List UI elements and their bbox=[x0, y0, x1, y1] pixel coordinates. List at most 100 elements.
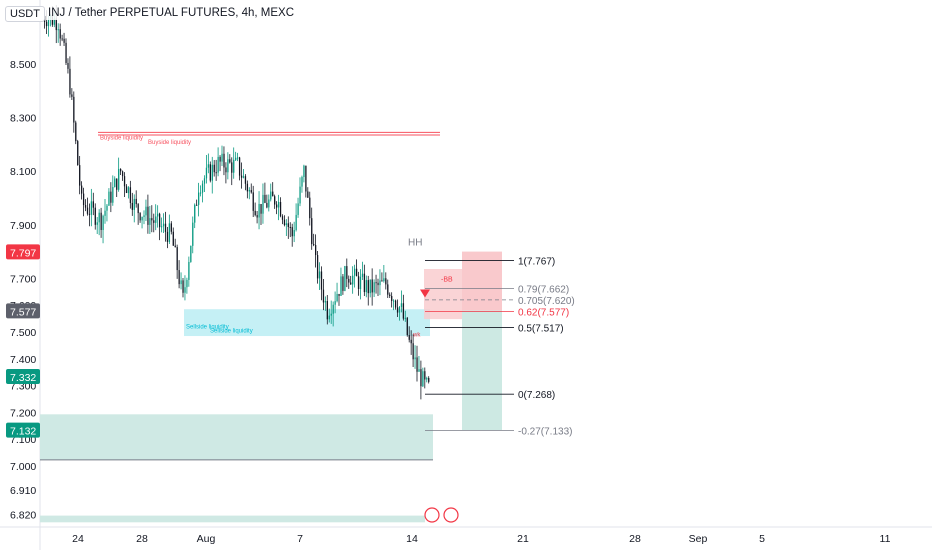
candle-body bbox=[172, 231, 174, 246]
candle-body bbox=[94, 207, 96, 225]
candle-body bbox=[318, 271, 321, 279]
candle-body bbox=[258, 203, 260, 218]
position-stop-zone bbox=[462, 251, 502, 311]
candle-body bbox=[114, 178, 116, 188]
candle-body bbox=[147, 206, 149, 225]
candle-body bbox=[166, 231, 169, 242]
candle-body bbox=[86, 207, 89, 214]
candle-body bbox=[207, 164, 210, 168]
candle-body bbox=[90, 201, 93, 215]
candle-body bbox=[305, 165, 307, 192]
candle-body bbox=[240, 175, 243, 178]
candle-body bbox=[159, 213, 161, 228]
candle-body bbox=[311, 218, 313, 245]
candle-body bbox=[125, 186, 128, 194]
candle-body bbox=[359, 276, 362, 290]
y-tick-label: 6.910 bbox=[10, 485, 36, 497]
candle-body bbox=[120, 168, 122, 172]
candle-body bbox=[149, 218, 151, 225]
candle-body bbox=[303, 165, 305, 178]
candle-body bbox=[84, 205, 87, 208]
bb-label: -BB bbox=[441, 276, 453, 283]
candle-body bbox=[355, 268, 358, 277]
candle-body bbox=[297, 203, 299, 215]
candle-body bbox=[383, 278, 385, 282]
candle-body bbox=[293, 230, 295, 237]
y-tick-label: 7.900 bbox=[10, 220, 36, 232]
fib-level-label: 1(7.767) bbox=[518, 256, 555, 267]
y-tick-label: 8.100 bbox=[10, 166, 36, 178]
candle-body bbox=[57, 29, 59, 31]
candle-body bbox=[205, 167, 208, 179]
event-flag-icon bbox=[424, 507, 440, 523]
price-badge bbox=[6, 303, 40, 319]
buyside-liquidity-label: Buyside liquidity bbox=[148, 140, 191, 146]
x-tick-label: 7 bbox=[297, 533, 303, 545]
candle-body bbox=[82, 193, 85, 206]
candle-body bbox=[135, 198, 137, 205]
candle-body bbox=[151, 218, 153, 221]
candle-body bbox=[336, 294, 338, 302]
candle-body bbox=[394, 300, 397, 308]
candle-body bbox=[238, 157, 241, 176]
candle-body bbox=[340, 276, 342, 296]
candle-body bbox=[133, 198, 135, 210]
candle-body bbox=[104, 210, 106, 216]
candle-body bbox=[77, 141, 79, 166]
candle-body bbox=[131, 203, 133, 210]
price-badge-label: 7.332 bbox=[10, 372, 36, 384]
candle-body bbox=[268, 199, 270, 208]
x-tick-label: 14 bbox=[406, 533, 418, 545]
candle-body bbox=[373, 282, 375, 293]
fib-level-label: -0.27(7.133) bbox=[518, 426, 572, 437]
price-badge-label: 7.797 bbox=[10, 247, 36, 259]
candle-body bbox=[96, 222, 98, 225]
candle-body bbox=[184, 287, 186, 293]
candle-body bbox=[313, 244, 315, 246]
candle-body bbox=[45, 21, 48, 27]
candle-body bbox=[338, 294, 340, 296]
candle-body bbox=[233, 159, 235, 173]
candle-body bbox=[254, 210, 256, 216]
candle-body bbox=[194, 204, 196, 223]
buyside-liquidity-label: Buyside liquidity bbox=[100, 135, 143, 141]
candle-body bbox=[377, 282, 379, 286]
bottom-zone bbox=[40, 515, 425, 523]
candle-body bbox=[73, 96, 75, 123]
candle-body bbox=[391, 295, 393, 301]
candle-body bbox=[342, 276, 344, 291]
candle-body bbox=[227, 159, 229, 173]
candle-body bbox=[299, 186, 301, 204]
fib-level-label: 0.62(7.577) bbox=[518, 307, 569, 318]
currency-label[interactable]: USDT bbox=[5, 6, 45, 22]
candle-body bbox=[316, 255, 319, 279]
candle-body bbox=[279, 201, 282, 217]
candle-body bbox=[118, 168, 120, 190]
candle-body bbox=[229, 159, 231, 163]
chart-title: INJ / Tether PERPETUAL FUTURES, 4h, MEXC bbox=[46, 6, 297, 20]
candle-body bbox=[65, 42, 67, 63]
candle-body bbox=[285, 223, 288, 226]
position-profit-zone bbox=[462, 310, 502, 431]
candle-body bbox=[398, 306, 401, 313]
candle-body bbox=[252, 192, 254, 211]
candle-body bbox=[272, 191, 274, 197]
candle-body bbox=[81, 185, 83, 194]
candles-group bbox=[42, 5, 430, 400]
fib-level-label: 0(7.268) bbox=[518, 390, 555, 401]
x-tick-label: 28 bbox=[136, 533, 148, 545]
price-badge-label: 7.132 bbox=[10, 426, 36, 438]
candle-body bbox=[217, 156, 219, 173]
candle-body bbox=[387, 284, 389, 295]
candle-body bbox=[137, 204, 139, 214]
candle-body bbox=[246, 183, 249, 192]
candle-body bbox=[361, 273, 364, 277]
candle-body bbox=[211, 164, 213, 181]
candle-body bbox=[231, 162, 233, 173]
candle-body bbox=[256, 215, 258, 218]
candle-body bbox=[100, 212, 102, 231]
candle-body bbox=[88, 213, 91, 215]
x-tick-label: 21 bbox=[517, 533, 529, 545]
